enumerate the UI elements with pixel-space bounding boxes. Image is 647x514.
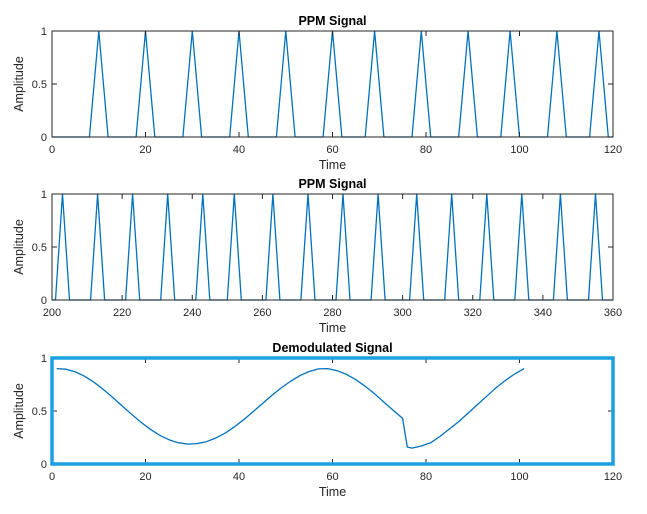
subplot-ppm-signal-1: 0 20 40 60 80 100 120 0 0.5 1 PPM Signal Time Amplit… bbox=[12, 14, 622, 172]
x-tick-label: 0 bbox=[49, 144, 55, 156]
subplot-3-series-line bbox=[56, 367, 525, 449]
x-tick-label: 80 bbox=[420, 144, 432, 156]
subplot-2-title: PPM Signal bbox=[298, 177, 366, 191]
y-tick-label: 0 bbox=[41, 295, 47, 307]
x-tick-label: 280 bbox=[323, 307, 341, 319]
x-tick-label: 100 bbox=[510, 471, 528, 483]
x-tick-label: 60 bbox=[326, 144, 338, 156]
subplot-demodulated-signal: 0 20 40 60 80 100 120 0 0.5 1 Demodulated Signal Ti… bbox=[12, 341, 622, 499]
x-tick-label: 240 bbox=[183, 307, 201, 319]
x-tick-label: 40 bbox=[233, 144, 245, 156]
y-tick-label: 0.5 bbox=[32, 79, 47, 91]
x-tick-label: 360 bbox=[604, 307, 622, 319]
x-tick-label: 100 bbox=[510, 144, 528, 156]
x-tick-label: 80 bbox=[420, 471, 432, 483]
y-tick-label: 0 bbox=[41, 459, 47, 471]
x-tick-label: 220 bbox=[113, 307, 131, 319]
subplot-1-ylabel: Amplitude bbox=[12, 56, 26, 112]
x-tick-label: 340 bbox=[534, 307, 552, 319]
x-tick-label: 20 bbox=[139, 144, 151, 156]
subplot-1-series-line bbox=[52, 30, 613, 138]
x-tick-label: 200 bbox=[43, 307, 61, 319]
x-tick-label: 320 bbox=[464, 307, 482, 319]
subplot-1-xlabel: Time bbox=[319, 158, 346, 172]
y-tick-label: 1 bbox=[41, 353, 47, 365]
subplot-3-ylabel: Amplitude bbox=[12, 383, 26, 439]
x-tick-label: 260 bbox=[253, 307, 271, 319]
x-tick-label: 120 bbox=[604, 471, 622, 483]
subplot-3-selection-highlight bbox=[50, 356, 615, 466]
subplot-3-axes-box bbox=[51, 357, 614, 465]
x-tick-label: 300 bbox=[393, 307, 411, 319]
y-tick-label: 0 bbox=[41, 132, 47, 144]
subplot-3-title: Demodulated Signal bbox=[272, 341, 392, 355]
y-tick-label: 0.5 bbox=[32, 406, 47, 418]
x-tick-label: 120 bbox=[604, 144, 622, 156]
subplot-2-series-line bbox=[52, 193, 613, 301]
y-tick-label: 1 bbox=[41, 26, 47, 38]
x-tick-label: 60 bbox=[326, 471, 338, 483]
x-tick-label: 20 bbox=[139, 471, 151, 483]
subplot-1-title: PPM Signal bbox=[298, 14, 366, 28]
subplot-2-xlabel: Time bbox=[319, 321, 346, 335]
x-tick-label: 0 bbox=[49, 471, 55, 483]
subplot-ppm-signal-2: 200 220 240 260 280 300 320 340 360 0 0.5 1 PPM Sign… bbox=[12, 177, 622, 335]
subplot-2-ylabel: Amplitude bbox=[12, 219, 26, 275]
y-tick-label: 0.5 bbox=[32, 242, 47, 254]
subplot-3-xlabel: Time bbox=[319, 485, 346, 499]
x-tick-label: 40 bbox=[233, 471, 245, 483]
subplot-1-axes-box bbox=[51, 30, 614, 138]
y-tick-label: 1 bbox=[41, 189, 47, 201]
